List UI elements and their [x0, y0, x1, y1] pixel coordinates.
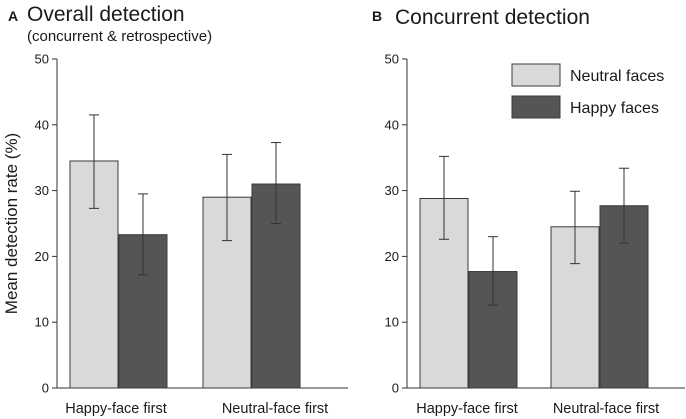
y-tick-label: 20 [385, 249, 399, 264]
panel-title: Concurrent detection [395, 6, 590, 29]
legend-swatch-neutral [511, 63, 561, 87]
y-tick-label: 40 [35, 117, 49, 132]
y-tick-label: 10 [385, 315, 399, 330]
legend-label: Happy faces [570, 100, 659, 117]
legend-swatch-happy [511, 95, 561, 119]
panel-b: B Concurrent detection 0 10 20 30 40 50 Happy-fa… [372, 6, 685, 417]
panel-title: Overall detection [27, 3, 185, 26]
y-tick-label: 10 [35, 315, 49, 330]
category-label: Happy-face first [65, 401, 167, 417]
y-tick-label: 50 [35, 52, 49, 67]
y-tick-label: 30 [385, 183, 399, 198]
legend-label: Neutral faces [570, 68, 664, 85]
panel-a: A Overall detection (concurrent & retrospe… [2, 3, 348, 417]
y-tick-label: 40 [385, 117, 399, 132]
legend: Neutral faces Happy faces [511, 63, 664, 119]
panel-letter: A [8, 8, 18, 24]
y-tick-label: 0 [42, 381, 49, 396]
y-tick-label: 0 [392, 381, 399, 396]
y-tick-label: 50 [385, 52, 399, 67]
category-label: Neutral-face first [222, 401, 328, 417]
panel-subtitle: (concurrent & retrospective) [27, 28, 212, 45]
panel-letter: B [372, 8, 382, 24]
y-tick-label: 20 [35, 249, 49, 264]
y-tick-label: 30 [35, 183, 49, 198]
y-axis-label: Mean detection rate (%) [2, 133, 21, 314]
category-label: Neutral-face first [553, 401, 659, 417]
category-label: Happy-face first [416, 401, 518, 417]
